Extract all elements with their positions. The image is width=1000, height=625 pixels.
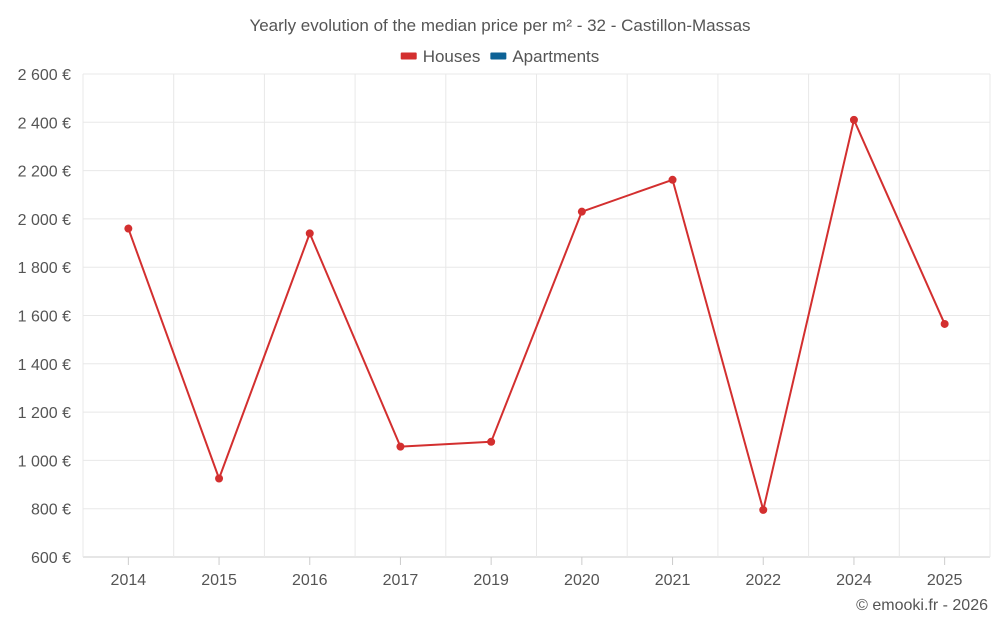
data-point-houses-2024[interactable] [849,115,858,124]
credit-text: © emooki.fr - 2026 [856,597,988,614]
y-tick-label: 800 € [31,502,71,519]
y-tick-label: 1 600 € [18,309,71,326]
y-tick-label: 600 € [31,550,71,567]
legend-swatch [490,52,507,60]
data-point-houses-2015[interactable] [215,474,224,483]
y-tick-label: 2 600 € [18,67,71,84]
legend-label: Houses [423,47,481,66]
y-tick-label: 1 200 € [18,405,71,422]
x-tick-label: 2015 [201,572,237,589]
y-tick-label: 2 200 € [18,164,71,181]
y-tick-label: 1 000 € [18,453,71,470]
x-tick-label: 2019 [473,572,509,589]
x-tick-label: 2020 [564,572,600,589]
x-tick-label: 2017 [383,572,419,589]
series-layer [124,115,949,514]
chart-grid [82,73,991,558]
data-point-houses-2022[interactable] [759,505,768,514]
x-tick-label: 2014 [111,572,147,589]
legend-item-apartments[interactable]: Apartments [490,47,599,66]
x-tick-label: 2021 [655,572,691,589]
data-point-houses-2021[interactable] [668,175,677,184]
data-point-houses-2025[interactable] [940,319,949,328]
y-tick-label: 2 400 € [18,115,71,132]
data-point-houses-2014[interactable] [124,224,133,233]
legend-label: Apartments [512,47,599,66]
series-line-houses [127,118,946,511]
data-point-houses-2019[interactable] [487,437,496,446]
chart-legend: Houses Apartments [400,47,599,66]
data-point-houses-2020[interactable] [577,207,586,216]
x-axis: 2014 2015 2016 2017 2019 2020 2021 2022 2024 2025 [111,557,963,589]
legend-swatch [400,52,417,60]
legend-item-houses[interactable]: Houses [400,47,481,66]
y-axis: 600 € 800 € 1 000 € 1 200 € 1 400 € 1 600 € 1 … [18,67,71,567]
y-tick-label: 1 800 € [18,260,71,277]
x-tick-label: 2024 [836,572,872,589]
data-point-houses-2016[interactable] [305,229,314,238]
chart-title: Yearly evolution of the median price per… [249,16,750,35]
x-tick-label: 2025 [927,572,963,589]
x-tick-label: 2016 [292,572,328,589]
x-tick-label: 2022 [745,572,781,589]
y-tick-label: 1 400 € [18,357,71,374]
y-tick-label: 2 000 € [18,212,71,229]
data-point-houses-2017[interactable] [396,442,405,451]
